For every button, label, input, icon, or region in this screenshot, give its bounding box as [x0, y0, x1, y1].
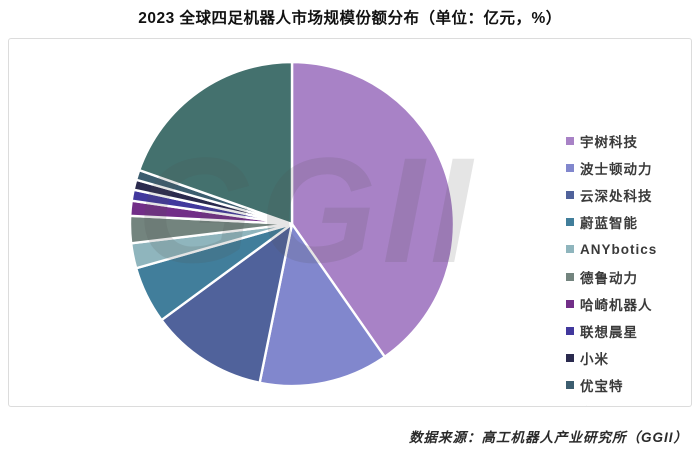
- legend-item: 德鲁动力: [566, 263, 657, 290]
- legend-swatch-icon: [566, 218, 574, 227]
- legend-label: 波士顿动力: [580, 161, 653, 177]
- legend-label: 哈崎机器人: [580, 297, 653, 313]
- legend-item: 云深处科技: [566, 181, 657, 208]
- legend-item: 宇树科技: [566, 127, 657, 154]
- legend-label: 全球其他: [580, 402, 638, 406]
- legend-item: 联想晨星: [566, 317, 657, 344]
- legend-label: 联想晨星: [580, 324, 638, 340]
- legend-swatch-icon: [566, 354, 574, 363]
- legend-swatch-icon: [566, 381, 574, 390]
- legend-swatch-icon: [566, 299, 574, 308]
- legend-label: 德鲁动力: [580, 270, 638, 286]
- legend-label: 小米: [580, 352, 609, 368]
- pie-slice: [160, 222, 294, 384]
- legend-item: ANYbotics: [566, 236, 657, 263]
- legend-swatch-icon: [566, 163, 574, 172]
- legend-label: 蔚蓝智能: [580, 216, 638, 232]
- chart-panel: GGII 宇树科技波士顿动力云深处科技蔚蓝智能ANYbotics德鲁动力哈崎机器…: [8, 38, 692, 407]
- legend-item: 优宝特: [566, 372, 657, 399]
- source-note: 数据来源：高工机器人产业研究所（GGII）: [408, 430, 688, 445]
- legend-swatch-icon: [566, 190, 574, 199]
- legend-item: 哈崎机器人: [566, 290, 657, 317]
- legend-label: ANYbotics: [580, 241, 658, 257]
- legend: 宇树科技波士顿动力云深处科技蔚蓝智能 ANYbotics 德鲁动力哈崎机器人联想晨星…: [566, 127, 657, 406]
- pie-slice: [290, 60, 456, 359]
- pie-chart: [128, 60, 456, 388]
- legend-swatch-icon: [566, 245, 574, 254]
- legend-swatch-icon: [566, 136, 574, 145]
- legend-item: 蔚蓝智能: [566, 209, 657, 236]
- chart-title: 2023 全球四足机器人市场规模份额分布（单位：亿元，%）: [138, 10, 562, 27]
- legend-label: 云深处科技: [580, 188, 653, 204]
- legend-item: 全球其他: [566, 399, 657, 406]
- legend-swatch-icon: [566, 272, 574, 281]
- legend-label: 优宝特: [580, 379, 624, 395]
- legend-item: 波士顿动力: [566, 154, 657, 181]
- pie-slice: [258, 222, 386, 388]
- legend-item: 小米: [566, 345, 657, 372]
- legend-swatch-icon: [566, 326, 574, 335]
- legend-label: 宇树科技: [580, 134, 638, 150]
- pie-slice: [138, 60, 294, 226]
